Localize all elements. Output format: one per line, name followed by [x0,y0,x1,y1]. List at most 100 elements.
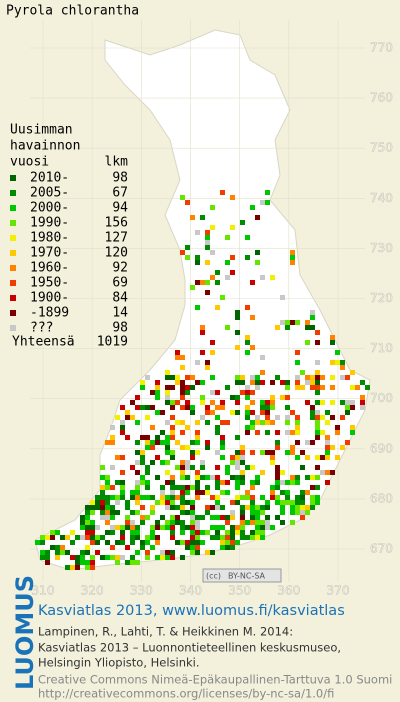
occurrence-square [260,420,265,425]
occurrence-square [360,380,365,385]
occurrence-square [305,510,310,515]
occurrence-square [170,430,175,435]
occurrence-square [85,565,90,570]
occurrence-square [235,310,240,315]
occurrence-square [55,555,60,560]
legend-count: 127 [105,231,128,246]
occurrence-square [165,480,170,485]
occurrence-square [180,405,185,410]
occurrence-square [215,480,220,485]
occurrence-square [235,480,240,485]
occurrence-square [180,390,185,395]
occurrence-square [295,375,300,380]
occurrence-square [150,425,155,430]
occurrence-square [150,510,155,515]
y-tick-label: 760 [370,91,393,105]
occurrence-square [95,540,100,545]
occurrence-square [240,475,245,480]
occurrence-square [145,555,150,560]
occurrence-square [115,525,120,530]
occurrence-square [200,540,205,545]
occurrence-square [230,535,235,540]
occurrence-square [290,255,295,260]
occurrence-square [300,465,305,470]
x-tick-label: 310 [32,584,55,598]
legend-label: ??? [30,321,53,336]
occurrence-square [140,515,145,520]
occurrence-square [340,415,345,420]
occurrence-square [330,415,335,420]
occurrence-square [275,325,280,330]
occurrence-square [100,505,105,510]
occurrence-square [195,255,200,260]
occurrence-square [135,440,140,445]
occurrence-square [65,565,70,570]
legend-label: 1970- [30,246,69,261]
occurrence-square [245,535,250,540]
occurrence-square [110,425,115,430]
occurrence-square [325,420,330,425]
occurrence-square [180,420,185,425]
occurrence-square [255,380,260,385]
occurrence-square [100,515,105,520]
occurrence-square [255,505,260,510]
occurrence-square [175,515,180,520]
occurrence-square [280,395,285,400]
occurrence-square [275,485,280,490]
occurrence-square [50,545,55,550]
occurrence-square [125,525,130,530]
occurrence-square [295,360,300,365]
occurrence-square [145,465,150,470]
occurrence-square [180,475,185,480]
occurrence-square [45,550,50,555]
occurrence-square [270,395,275,400]
occurrence-square [135,460,140,465]
occurrence-square [150,535,155,540]
occurrence-square [165,505,170,510]
license: Creative Commons Nimeä-Epäkaupallinen-Ta… [38,673,392,687]
occurrence-square [55,530,60,535]
occurrence-square [230,500,235,505]
occurrence-square [315,360,320,365]
citation: Kasviatlas 2013 – Luonnontieteellinen ke… [38,641,341,655]
occurrence-square [250,480,255,485]
occurrence-square [180,495,185,500]
occurrence-square [210,515,215,520]
occurrence-square [200,530,205,535]
occurrence-square [175,520,180,525]
occurrence-square [230,410,235,415]
occurrence-square [280,470,285,475]
occurrence-square [205,240,210,245]
occurrence-square [160,525,165,530]
x-tick-label: 330 [130,584,153,598]
x-tick-label: 340 [179,584,202,598]
cc-badge [202,568,282,583]
occurrence-square [225,545,230,550]
occurrence-square [220,490,225,495]
occurrence-square [275,445,280,450]
occurrence-square [215,450,220,455]
occurrence-square [145,440,150,445]
occurrence-square [170,425,175,430]
occurrence-square [240,390,245,395]
occurrence-square [330,340,335,345]
occurrence-square [100,475,105,480]
occurrence-square [320,470,325,475]
legend-count: 69 [112,276,128,291]
occurrence-square [175,540,180,545]
occurrence-square [70,530,75,535]
occurrence-square [295,500,300,505]
occurrence-square [230,475,235,480]
x-tick-label: 370 [327,584,350,598]
occurrence-square [285,415,290,420]
citation: Lampinen, R., Lahti, T. & Heikkinen M. 2… [38,625,293,639]
occurrence-square [125,435,130,440]
occurrence-square [310,385,315,390]
occurrence-square [285,405,290,410]
occurrence-square [320,455,325,460]
occurrence-square [225,540,230,545]
occurrence-square [195,525,200,530]
occurrence-square [195,490,200,495]
occurrence-square [170,520,175,525]
occurrence-square [225,235,230,240]
